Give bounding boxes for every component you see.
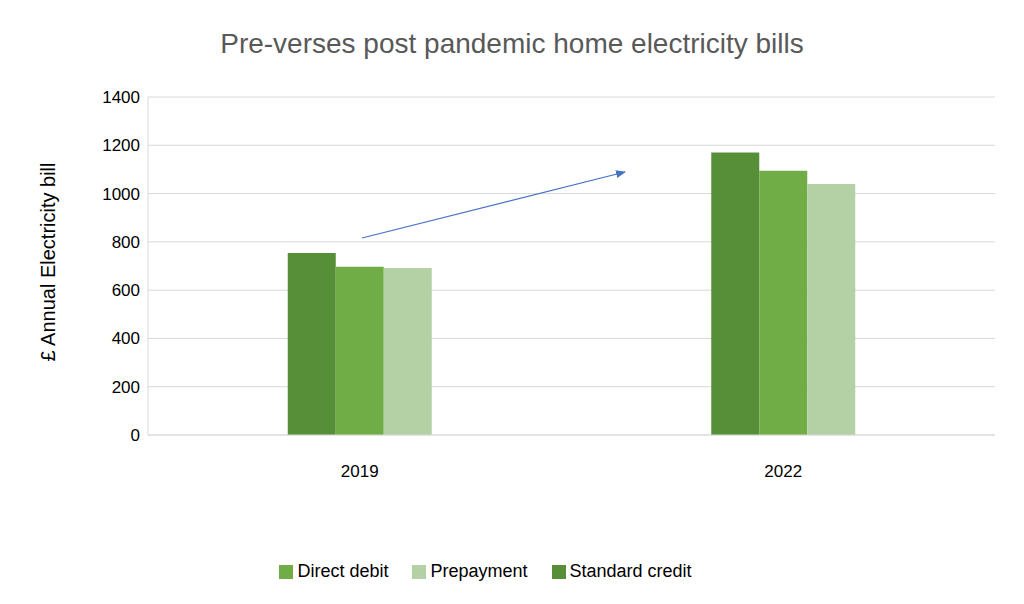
svg-text:2022: 2022 (764, 462, 802, 481)
html-text:Prepayment: Prepayment (430, 561, 528, 581)
svg-text:1000: 1000 (102, 185, 140, 204)
svg-text:400: 400 (112, 329, 140, 348)
html-text:Direct debit: Direct debit (297, 561, 389, 581)
svg-text:600: 600 (112, 281, 140, 300)
svg-text:1200: 1200 (102, 136, 140, 155)
html-text:Standard credit: Standard credit (569, 561, 692, 581)
svg-text:2019: 2019 (341, 462, 379, 481)
svg-text:0: 0 (131, 426, 140, 445)
html-text:Pre-verses post pandemic home: Pre-verses post pandemic home electricit… (220, 28, 804, 59)
svg-text:200: 200 (112, 378, 140, 397)
svg-text:1400: 1400 (102, 88, 140, 107)
html-text:£ Annual Electricity bill: £ Annual Electricity bill (36, 162, 59, 362)
svg-text:800: 800 (112, 233, 140, 252)
